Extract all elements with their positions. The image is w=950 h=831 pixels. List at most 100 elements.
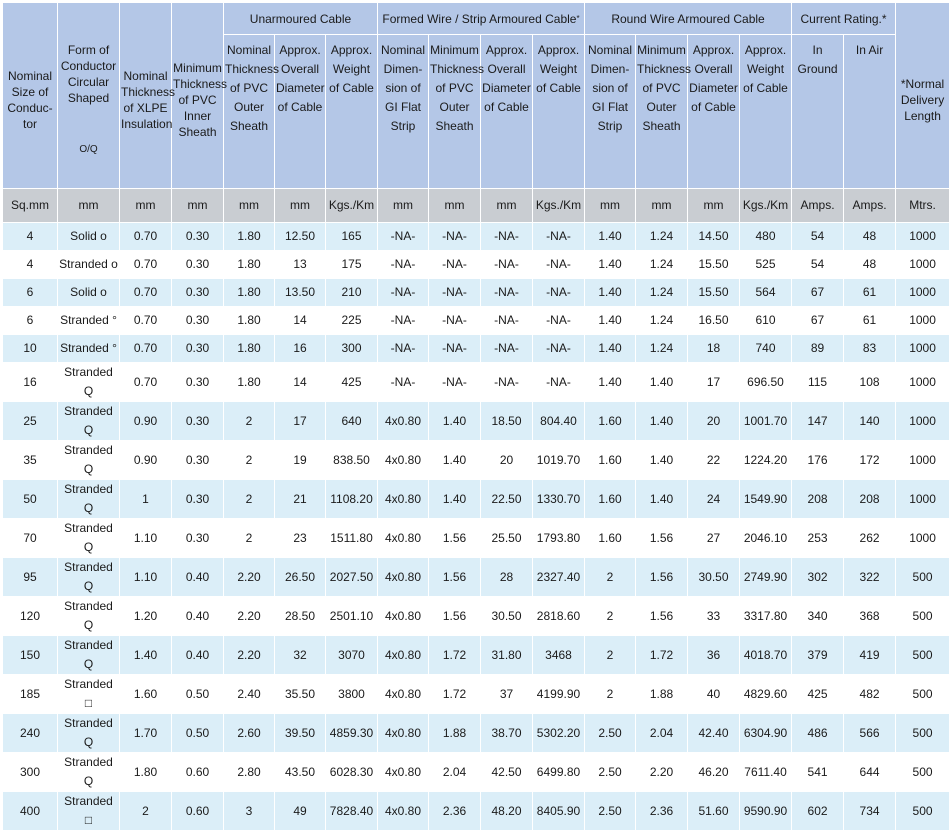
table-cell: 1.80 bbox=[223, 306, 275, 335]
table-cell: 1.40 bbox=[635, 440, 688, 480]
table-cell: 2.04 bbox=[428, 752, 481, 792]
table-row: 185 Stranded □ 1.60 0.50 2.40 35.50 3800 4x0.80… bbox=[2, 674, 950, 714]
table-cell: 18.50 bbox=[480, 401, 533, 441]
table-cell: 5302.20 bbox=[532, 713, 585, 753]
table-cell: 838.50 bbox=[325, 440, 378, 480]
table-cell: Stranded Q bbox=[57, 713, 120, 753]
table-cell: 1000 bbox=[895, 479, 950, 519]
table-cell: 0.30 bbox=[171, 306, 224, 335]
unit-cell: mm bbox=[687, 188, 740, 223]
header-form-of-conductor-label: Form of Conductor Circular Shaped bbox=[60, 42, 117, 105]
table-cell: -NA- bbox=[532, 334, 585, 363]
table-cell: -NA- bbox=[428, 222, 481, 251]
table-cell: 644 bbox=[843, 752, 897, 792]
table-cell: 1224.20 bbox=[738, 440, 793, 480]
table-cell: 1.40 bbox=[584, 222, 636, 251]
table-cell: 1.72 bbox=[635, 635, 688, 675]
header-form-of-conductor-note: O/Q bbox=[79, 143, 98, 155]
table-cell: Stranded Q bbox=[57, 596, 120, 636]
table-cell: 300 bbox=[2, 752, 58, 792]
table-cell: 1.60 bbox=[584, 401, 636, 441]
table-row: 300 Stranded Q 1.80 0.60 2.80 43.50 6028.30 4x0… bbox=[2, 752, 950, 792]
table-cell: 0.30 bbox=[171, 250, 224, 279]
table-row: 95 Stranded Q 1.10 0.40 2.20 26.50 2027.50 4x0.… bbox=[2, 557, 950, 597]
table-cell: 2 bbox=[223, 440, 275, 480]
table-cell: 0.30 bbox=[171, 440, 224, 480]
table-cell: 1.40 bbox=[428, 479, 481, 519]
table-cell: 2.20 bbox=[223, 557, 275, 597]
table-cell: 25.50 bbox=[480, 518, 533, 558]
table-cell: 2.40 bbox=[223, 674, 275, 714]
table-cell: 39.50 bbox=[274, 713, 326, 753]
table-row: 25 Stranded Q 0.90 0.30 2 17 640 4x0.80 1.40 18.5… bbox=[2, 401, 950, 441]
table-cell: 23 bbox=[274, 518, 326, 558]
table-cell: 6028.30 bbox=[325, 752, 378, 792]
table-cell: Stranded □ bbox=[57, 791, 120, 831]
unit-cell: mm bbox=[480, 188, 533, 223]
header-round-diameter: Approx. Overall Diameter of Cable bbox=[687, 34, 740, 189]
table-cell: 1511.80 bbox=[325, 518, 378, 558]
table-cell: -NA- bbox=[532, 222, 585, 251]
table-cell: 16 bbox=[274, 334, 326, 363]
table-cell: 419 bbox=[843, 635, 897, 675]
table-cell: 2.36 bbox=[428, 791, 481, 831]
unit-cell: Kgs./Km bbox=[738, 188, 793, 223]
table-cell: 48 bbox=[843, 250, 897, 279]
header-group-unarmoured: Unarmoured Cable bbox=[223, 2, 378, 35]
table-cell: 37 bbox=[480, 674, 533, 714]
table-cell: 3800 bbox=[325, 674, 378, 714]
table-cell: -NA- bbox=[480, 306, 533, 335]
table-body: 4 Solid o 0.70 0.30 1.80 12.50 165 -NA- -NA- -NA-… bbox=[2, 222, 950, 831]
table-cell: 0.30 bbox=[171, 362, 224, 402]
table-cell: 1.60 bbox=[584, 479, 636, 519]
table-cell: 17 bbox=[274, 401, 326, 441]
table-cell: 49 bbox=[274, 791, 326, 831]
header-size-of-conductor: Nominal Size of Conduc- tor bbox=[2, 2, 58, 189]
table-cell: 486 bbox=[791, 713, 845, 753]
table-cell: 500 bbox=[895, 752, 950, 792]
table-cell: 20 bbox=[480, 440, 533, 480]
table-cell: 1.72 bbox=[428, 635, 481, 675]
table-cell: Stranded o bbox=[57, 250, 120, 279]
table-cell: -NA- bbox=[428, 334, 481, 363]
table-cell: Stranded Q bbox=[57, 440, 120, 480]
table-cell: 1 bbox=[119, 479, 172, 519]
header-xlpe-insulation: Nominal Thickness of XLPE Insulation bbox=[119, 2, 175, 189]
table-cell: 185 bbox=[2, 674, 58, 714]
table-cell: Stranded ° bbox=[57, 306, 120, 335]
table-cell: 30.50 bbox=[480, 596, 533, 636]
table-cell: 1.40 bbox=[584, 250, 636, 279]
unit-cell: Sq.mm bbox=[2, 188, 58, 223]
table-row: 50 Stranded Q 1 0.30 2 21 1108.20 4x0.80 1.40 22.… bbox=[2, 479, 950, 519]
table-cell: 4199.90 bbox=[532, 674, 585, 714]
table-cell: 379 bbox=[791, 635, 845, 675]
table-cell: 83 bbox=[843, 334, 897, 363]
table-cell: 1.60 bbox=[584, 440, 636, 480]
table-cell: 1000 bbox=[895, 362, 950, 402]
table-cell: 26.50 bbox=[274, 557, 326, 597]
table-cell: 1.56 bbox=[428, 557, 481, 597]
table-cell: 20 bbox=[687, 401, 740, 441]
table-cell: 172 bbox=[843, 440, 897, 480]
table-cell: 19 bbox=[274, 440, 326, 480]
table-cell: -NA- bbox=[428, 278, 481, 307]
table-cell: -NA- bbox=[377, 278, 429, 307]
header-in-air: In Air bbox=[843, 34, 897, 189]
table-cell: 1.56 bbox=[635, 596, 688, 636]
table-cell: 425 bbox=[791, 674, 845, 714]
header-unarm-pvc-outer: Nominal Thickness of PVC Outer Sheath bbox=[223, 34, 279, 189]
table-cell: -NA- bbox=[377, 250, 429, 279]
table-cell: 70 bbox=[2, 518, 58, 558]
table-cell: 2.36 bbox=[635, 791, 688, 831]
table-cell: -NA- bbox=[532, 362, 585, 402]
table-cell: 1000 bbox=[895, 440, 950, 480]
table-cell: 1.88 bbox=[635, 674, 688, 714]
table-cell: 14.50 bbox=[687, 222, 740, 251]
table-cell: 25 bbox=[2, 401, 58, 441]
header-group-strip-armoured-label: Formed Wire / Strip Armoured Cable bbox=[382, 11, 577, 26]
table-row: 120 Stranded Q 1.20 0.40 2.20 28.50 2501.10 4x0… bbox=[2, 596, 950, 636]
table-cell: 4x0.80 bbox=[377, 557, 429, 597]
table-cell: 0.90 bbox=[119, 440, 172, 480]
table-cell: 1.10 bbox=[119, 557, 172, 597]
